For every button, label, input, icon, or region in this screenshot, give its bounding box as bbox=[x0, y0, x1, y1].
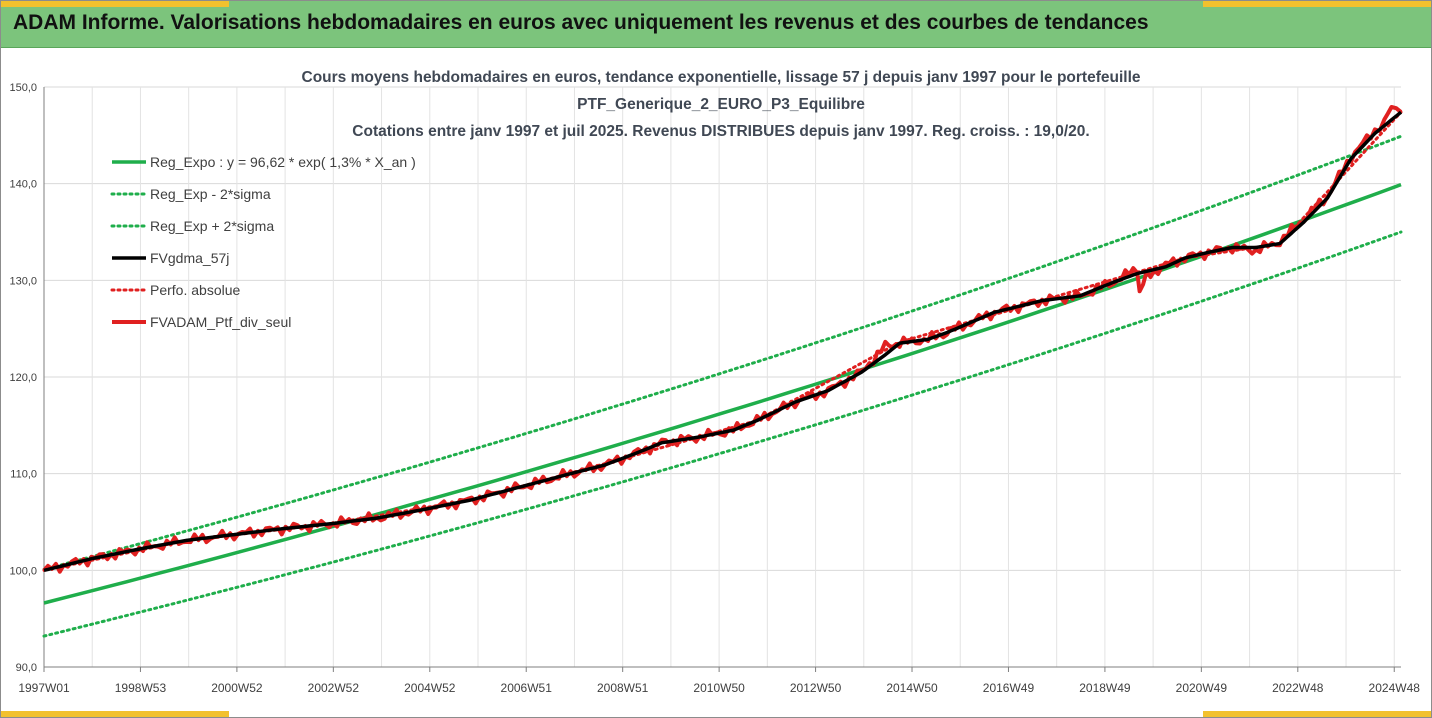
series-reg-plus-2sigma-line bbox=[42, 134, 1403, 571]
legend-label: FVgdma_57j bbox=[150, 250, 229, 266]
report-banner: ADAM Informe. Valorisations hebdomadaire… bbox=[1, 1, 1431, 48]
chart-title-line: Cours moyens hebdomadaires en euros, ten… bbox=[302, 69, 1141, 86]
y-tick-label: 140,0 bbox=[9, 179, 37, 191]
corner-accent-top-right bbox=[1203, 1, 1431, 7]
grid-lines bbox=[43, 86, 1401, 668]
legend-item-fvadam-ptf: FVADAM_Ptf_div_seul bbox=[112, 314, 291, 330]
y-tick-label: 100,0 bbox=[9, 565, 37, 577]
y-tick-label: 110,0 bbox=[10, 469, 37, 481]
series-lines bbox=[42, 105, 1403, 638]
y-tick-label: 130,0 bbox=[9, 275, 37, 287]
series-reg-expo-line bbox=[43, 182, 1402, 605]
corner-accent-top-left bbox=[1, 1, 229, 7]
legend-item-fvgdma-57j: FVgdma_57j bbox=[112, 250, 229, 266]
corner-accent-bottom-right bbox=[1203, 711, 1431, 717]
corner-accent-bottom-left bbox=[1, 711, 229, 717]
series-fvadam-ptf-line bbox=[42, 105, 1403, 574]
legend-item-reg-minus-2sigma: Reg_Exp - 2*sigma bbox=[110, 186, 271, 202]
axes: 90,0 100,0 110,0 120,0 130,0 140,0 150,0 1997W0… bbox=[9, 82, 1420, 695]
x-tick-label: 2002W52 bbox=[308, 681, 360, 695]
y-tick-label: 120,0 bbox=[9, 372, 37, 384]
x-tick-label: 1998W53 bbox=[115, 681, 167, 695]
x-tick-label: 1997W01 bbox=[18, 681, 70, 695]
legend-item-reg-expo: Reg_Expo : y = 96,62 * exp( 1,3% * X_an … bbox=[112, 154, 416, 170]
x-tick-label: 2010W50 bbox=[693, 681, 745, 695]
x-tick-label: 2000W52 bbox=[211, 681, 263, 695]
x-tick-label: 2018W49 bbox=[1079, 681, 1131, 695]
legend-item-perfo-absolue: Perfo. absolue bbox=[110, 282, 240, 298]
series-reg-minus-2sigma-line bbox=[42, 230, 1403, 638]
legend-label: Perfo. absolue bbox=[150, 282, 240, 298]
chart-title: Cours moyens hebdomadaires en euros, ten… bbox=[302, 69, 1141, 140]
x-tick-label: 2020W49 bbox=[1176, 681, 1228, 695]
x-tick-label: 2016W49 bbox=[983, 681, 1035, 695]
legend: Reg_Expo : y = 96,62 * exp( 1,3% * X_an … bbox=[110, 154, 416, 330]
x-tick-label: 2008W51 bbox=[597, 681, 649, 695]
x-tick-label: 2006W51 bbox=[501, 681, 553, 695]
chart-title-line: Cotations entre janv 1997 et juil 2025. … bbox=[352, 123, 1089, 140]
x-tick-label: 2004W52 bbox=[404, 681, 456, 695]
legend-label: Reg_Expo : y = 96,62 * exp( 1,3% * X_an … bbox=[150, 154, 416, 170]
x-tick-label: 2024W48 bbox=[1369, 681, 1421, 695]
chart-title-line: PTF_Generique_2_EURO_P3_Equilibre bbox=[577, 96, 865, 113]
x-tick-label: 2014W50 bbox=[886, 681, 938, 695]
legend-label: Reg_Exp - 2*sigma bbox=[150, 186, 271, 202]
legend-item-reg-plus-2sigma: Reg_Exp + 2*sigma bbox=[110, 218, 274, 234]
series-fvgdma-57j-line bbox=[43, 110, 1403, 573]
x-tick-label: 2022W48 bbox=[1272, 681, 1324, 695]
y-tick-label: 150,0 bbox=[9, 82, 37, 94]
x-tick-label: 2012W50 bbox=[790, 681, 842, 695]
legend-label: Reg_Exp + 2*sigma bbox=[150, 218, 274, 234]
y-tick-label: 90,0 bbox=[16, 662, 37, 674]
series-perfo-absolue-line bbox=[42, 110, 1403, 572]
legend-label: FVADAM_Ptf_div_seul bbox=[150, 314, 291, 330]
report-title: ADAM Informe. Valorisations hebdomadaire… bbox=[13, 11, 1149, 34]
